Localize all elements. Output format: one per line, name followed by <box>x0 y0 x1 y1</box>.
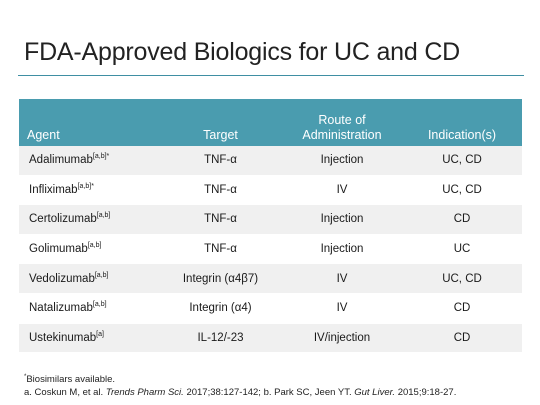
cell-indication-text: CD <box>453 213 471 226</box>
cell-agent: Infliximab[a,b]* <box>19 175 159 206</box>
cell-route: IV <box>282 175 402 206</box>
cell-route-text: Injection <box>320 213 364 226</box>
cell-route-text: Injection <box>320 154 364 167</box>
cell-agent: Ustekinumab[a] <box>19 323 159 354</box>
cell-agent-text: Ustekinumab <box>29 331 97 344</box>
cell-target: Integrin (α4) <box>159 293 282 324</box>
reference-superscript: [a] <box>96 330 104 338</box>
cell-target-text: Integrin (α4β7) <box>182 272 259 285</box>
biosimilars-text: Biosimilars available. <box>26 374 116 385</box>
cell-indication-text: UC <box>453 243 471 256</box>
cell-agent: Golimumab[a,b] <box>19 234 159 265</box>
cell-indication: UC, CD <box>402 146 522 176</box>
cell-indication-text: UC, CD <box>442 154 482 167</box>
cell-agent: Adalimumab[a,b]* <box>19 146 159 176</box>
cell-agent: Vedolizumab[a,b] <box>19 263 159 294</box>
cell-agent-text: Adalimumab <box>29 154 93 167</box>
reference-superscript: [a,b] <box>92 301 107 309</box>
cell-indication: CD <box>402 293 522 324</box>
cell-indication-text: UC, CD <box>442 183 482 196</box>
cell-route: IV <box>282 263 402 294</box>
cell-target-text: TNF-α <box>204 183 237 196</box>
cell-target: TNF-α <box>159 204 282 235</box>
column-header-indication: Indication(s) <box>402 99 522 146</box>
cell-indication: UC, CD <box>402 175 522 206</box>
cell-agent: Certolizumab[a,b] <box>19 204 159 235</box>
column-header-agent: Agent <box>19 99 159 146</box>
cell-route: IV/injection <box>282 323 402 354</box>
cell-agent-text: Certolizumab <box>29 213 97 226</box>
cell-route-text: IV <box>336 302 348 315</box>
cell-indication: UC, CD <box>402 263 522 294</box>
reference-superscript: [a,b]* <box>92 153 110 161</box>
cell-target: TNF-α <box>159 234 282 265</box>
footnote-biosimilars: *Biosimilars available. <box>24 374 115 385</box>
reference-superscript: [a,b] <box>94 271 109 279</box>
column-header-route: Route of Administration <box>282 99 402 146</box>
cell-target-text: TNF-α <box>204 154 237 167</box>
cell-indication-text: CD <box>453 302 471 315</box>
table-row: Adalimumab[a,b]* TNF-α Injection UC, CD <box>19 146 522 176</box>
cell-indication-text: CD <box>453 331 471 344</box>
cell-target: Integrin (α4β7) <box>159 263 282 294</box>
table-row: Certolizumab[a,b] TNF-α Injection CD <box>19 204 522 235</box>
column-header-target: Target <box>159 99 282 146</box>
cell-target: TNF-α <box>159 175 282 206</box>
reference-superscript: [a,b] <box>96 212 111 220</box>
cell-route-text: Injection <box>320 243 364 256</box>
cell-route-text: IV <box>336 272 348 285</box>
title-divider <box>18 75 524 76</box>
cell-agent-text: Infliximab <box>29 183 78 196</box>
reference-b-journal: Gut Liver. <box>354 387 396 398</box>
cell-route: Injection <box>282 146 402 176</box>
reference-a: a. Coskun M, et al. <box>24 387 106 398</box>
slide-title: FDA-Approved Biologics for UC and CD <box>24 38 461 66</box>
reference-a-details: 2017;38:127-142; b. Park SC, Jeen YT. <box>183 387 355 398</box>
cell-route-text: IV/injection <box>313 331 371 344</box>
cell-route: Injection <box>282 234 402 265</box>
cell-agent-text: Natalizumab <box>29 302 93 315</box>
table-row: Natalizumab[a,b] Integrin (α4) IV CD <box>19 293 522 324</box>
cell-indication: UC <box>402 234 522 265</box>
reference-b-details: 2015;9:18-27. <box>395 387 457 398</box>
cell-agent-text: Vedolizumab <box>29 272 95 285</box>
reference-superscript: [a,b] <box>87 242 102 250</box>
cell-route: IV <box>282 293 402 324</box>
table-header-row: Agent Target Route of Administration Ind… <box>19 99 522 146</box>
cell-agent-text: Golimumab <box>29 243 88 256</box>
cell-target: TNF-α <box>159 146 282 176</box>
footnote-references: a. Coskun M, et al. Trends Pharm Sci. 20… <box>24 387 456 398</box>
table-row: Ustekinumab[a] IL-12/-23 IV/injection CD <box>19 323 522 354</box>
cell-target: IL-12/-23 <box>159 323 282 354</box>
cell-indication: CD <box>402 323 522 354</box>
cell-target-text: TNF-α <box>204 213 237 226</box>
cell-indication: CD <box>402 204 522 235</box>
biologics-table: Agent Target Route of Administration Ind… <box>19 99 522 354</box>
table-row: Golimumab[a,b] TNF-α Injection UC <box>19 234 522 265</box>
reference-a-journal: Trends Pharm Sci. <box>105 387 184 398</box>
cell-route: Injection <box>282 204 402 235</box>
table-row: Infliximab[a,b]* TNF-α IV UC, CD <box>19 175 522 206</box>
cell-target-text: TNF-α <box>204 243 237 256</box>
asterisk-mark: * <box>24 374 27 380</box>
cell-target-text: IL-12/-23 <box>197 331 244 344</box>
cell-indication-text: UC, CD <box>442 272 482 285</box>
reference-superscript: [a,b]* <box>77 182 94 190</box>
cell-target-text: Integrin (α4) <box>189 302 252 315</box>
cell-route-text: IV <box>336 183 348 196</box>
table-row: Vedolizumab[a,b] Integrin (α4β7) IV UC, CD <box>19 263 522 294</box>
cell-agent: Natalizumab[a,b] <box>19 293 159 324</box>
